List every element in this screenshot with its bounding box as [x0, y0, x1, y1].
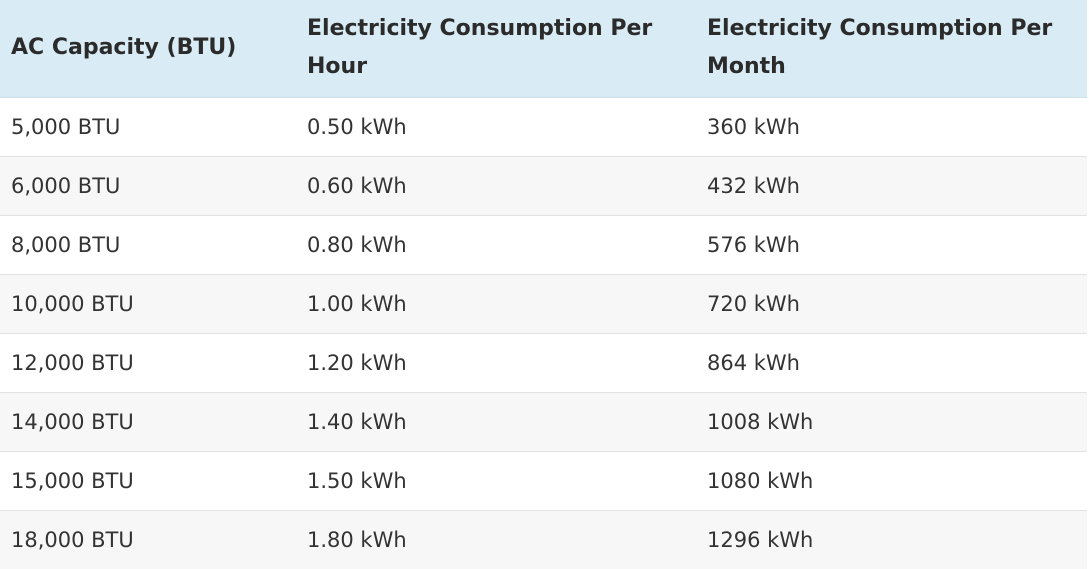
table-row: 15,000 BTU 1.50 kWh 1080 kWh: [0, 451, 1087, 511]
cell-ac-capacity: 14,000 BTU: [0, 392, 296, 452]
cell-per-hour: 0.80 kWh: [296, 215, 696, 275]
table-body: 5,000 BTU 0.50 kWh 360 kWh 6,000 BTU 0.6…: [0, 97, 1087, 569]
cell-ac-capacity: 12,000 BTU: [0, 333, 296, 393]
cell-ac-capacity: 10,000 BTU: [0, 274, 296, 334]
cell-per-hour: 1.20 kWh: [296, 333, 696, 393]
header-consumption-per-month: Electricity Consumption Per Month: [696, 0, 1087, 98]
cell-per-hour: 0.50 kWh: [296, 97, 696, 157]
cell-per-hour: 1.40 kWh: [296, 392, 696, 452]
cell-ac-capacity: 6,000 BTU: [0, 156, 296, 216]
header-ac-capacity: AC Capacity (BTU): [0, 0, 296, 98]
table-row: 18,000 BTU 1.80 kWh 1296 kWh: [0, 510, 1087, 569]
cell-per-month: 1080 kWh: [696, 451, 1087, 511]
cell-ac-capacity: 18,000 BTU: [11, 527, 134, 552]
cell-per-month: 432 kWh: [696, 156, 1087, 216]
header-consumption-per-hour: Electricity Consumption Per Hour: [296, 0, 696, 98]
table-row: 10,000 BTU 1.00 kWh 720 kWh: [0, 274, 1087, 334]
table-row: 6,000 BTU 0.60 kWh 432 kWh: [0, 156, 1087, 216]
cell-per-month: 720 kWh: [696, 274, 1087, 334]
table-row: 12,000 BTU 1.20 kWh 864 kWh: [0, 333, 1087, 393]
cell-per-month: 1296 kWh: [707, 527, 814, 552]
cell-per-month: 360 kWh: [696, 97, 1087, 157]
table-row: 8,000 BTU 0.80 kWh 576 kWh: [0, 215, 1087, 275]
cell-ac-capacity: 8,000 BTU: [0, 215, 296, 275]
table-header: AC Capacity (BTU) Electricity Consumptio…: [0, 0, 1087, 98]
table-row: 5,000 BTU 0.50 kWh 360 kWh: [0, 97, 1087, 157]
header-row: AC Capacity (BTU) Electricity Consumptio…: [0, 0, 1087, 98]
cell-ac-capacity: 15,000 BTU: [0, 451, 296, 511]
table-row: 14,000 BTU 1.40 kWh 1008 kWh: [0, 392, 1087, 452]
cell-ac-capacity: 5,000 BTU: [0, 97, 296, 157]
cell-per-hour: 1.80 kWh: [307, 527, 407, 552]
cell-per-month: 576 kWh: [696, 215, 1087, 275]
cell-per-month: 1008 kWh: [696, 392, 1087, 452]
cell-per-month: 864 kWh: [696, 333, 1087, 393]
cell-per-hour: 1.00 kWh: [296, 274, 696, 334]
cell-per-hour: 0.60 kWh: [296, 156, 696, 216]
cell-per-hour: 1.50 kWh: [296, 451, 696, 511]
